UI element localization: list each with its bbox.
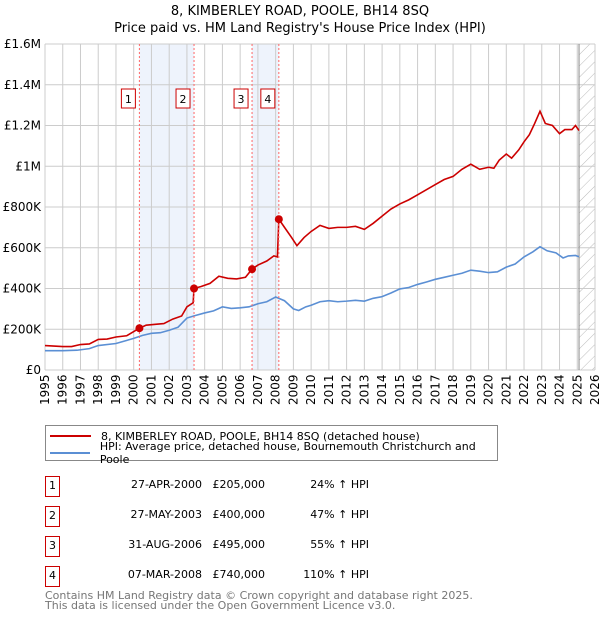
x-tick-label: 2000 [127,374,141,405]
x-tick-label: 2022 [517,374,531,405]
footer-licence: This data is licensed under the Open Gov… [45,599,396,612]
sale-label-number: 4 [264,93,271,106]
sale-price: £205,000 [212,478,266,491]
legend-label: HPI: Average price, detached house, Bour… [99,440,476,466]
x-tick-label: 2008 [269,374,283,405]
y-tick-label: £1.2M [4,119,41,133]
legend-line-blue [50,452,90,454]
sale-date: 07-MAR-2008 [127,568,202,581]
legend: 8, KIMBERLEY ROAD, POOLE, BH14 8SQ (deta… [45,425,498,466]
x-tick-label: 1998 [91,374,105,405]
sale-price: £740,000 [212,568,266,581]
property-price-line [44,109,580,348]
legend-line-red [50,435,91,437]
sale-label-box [120,88,136,109]
y-tick-label: £1.6M [4,37,41,51]
x-tick-label: 2001 [144,374,158,405]
sale-hpi-change: 110% ↑ HPI [303,568,369,581]
x-tick-label: 2007 [251,374,265,405]
chart-title: 8, KIMBERLEY ROAD, POOLE, BH14 8SQ [170,4,430,19]
sale-price: £495,000 [212,538,266,551]
x-tick-label: 2013 [357,374,371,405]
x-tick-label: 2011 [322,374,336,405]
sale-number: 1 [45,476,60,497]
x-tick-label: 2002 [162,374,176,405]
sale-label-box [175,88,191,109]
sale-point [135,324,144,333]
x-tick-label: 2026 [588,374,600,405]
x-tick-label: 1995 [38,374,52,405]
y-tick-label: £800K [3,200,43,214]
sale-label-number: 2 [180,93,187,106]
legend-label: 8, KIMBERLEY ROAD, POOLE, BH14 8SQ (deta… [101,429,420,443]
sale-point [248,265,257,274]
x-tick-label: 1997 [73,374,87,405]
chart-subtitle: Price paid vs. HM Land Registry's House … [114,21,486,36]
sale-hpi-change: 24% ↑ HPI [310,478,369,491]
x-tick-label: 2003 [180,374,194,405]
x-tick-label: 1996 [56,374,70,405]
x-tick-label: 2025 [570,374,584,405]
x-tick-label: 2004 [198,374,212,405]
sale-label-box [233,88,249,109]
x-tick-label: 2016 [411,374,425,405]
sale-number: 3 [45,536,60,557]
x-tick-label: 2006 [233,374,247,405]
sale-price: £400,000 [212,508,266,521]
x-tick-label: 2020 [482,374,496,405]
x-tick-label: 2010 [304,374,318,405]
x-tick-label: 2015 [393,374,407,405]
y-tick-label: £400K [3,282,43,296]
x-tick-label: 2023 [535,374,549,405]
y-tick-label: £1M [15,159,41,173]
x-tick-label: 2024 [553,374,567,405]
sale-point [190,284,199,293]
y-tick-label: £0 [26,363,41,377]
footer-copyright: Contains HM Land Registry data © Crown c… [45,589,473,602]
x-tick-label: 2021 [499,374,513,405]
legend-item-hpi: HPI: Average price, detached house, Bour… [50,440,497,466]
x-tick-label: 1999 [109,374,123,405]
sale-hpi-change: 47% ↑ HPI [310,508,369,521]
x-tick-label: 2018 [446,374,460,405]
x-tick-label: 2009 [286,374,300,405]
x-tick-label: 2019 [464,374,478,405]
legend-item-property: 8, KIMBERLEY ROAD, POOLE, BH14 8SQ (deta… [50,428,420,444]
sale-hpi-change: 55% ↑ HPI [310,538,369,551]
y-tick-label: £200K [3,322,43,336]
x-tick-label: 2017 [428,374,442,405]
hpi-line [45,245,580,352]
sale-label-number: 3 [238,93,245,106]
x-tick-label: 2014 [375,374,389,405]
sale-label-box [260,88,276,109]
sale-date: 31-AUG-2006 [128,538,202,551]
sale-point [274,215,283,224]
y-tick-label: £1.4M [4,78,41,92]
x-tick-label: 2012 [340,374,354,405]
sale-date: 27-APR-2000 [130,478,202,491]
x-tick-label: 2005 [215,374,229,405]
sale-number: 4 [45,566,60,587]
sale-label-number: 1 [125,93,132,106]
sale-number: 2 [45,506,60,527]
y-tick-label: £600K [3,241,43,255]
sale-date: 27-MAY-2003 [130,508,202,521]
price-chart: 1995 1996 1997 1998 1999 2000 2001 2002 2003 2004… [3,37,600,405]
